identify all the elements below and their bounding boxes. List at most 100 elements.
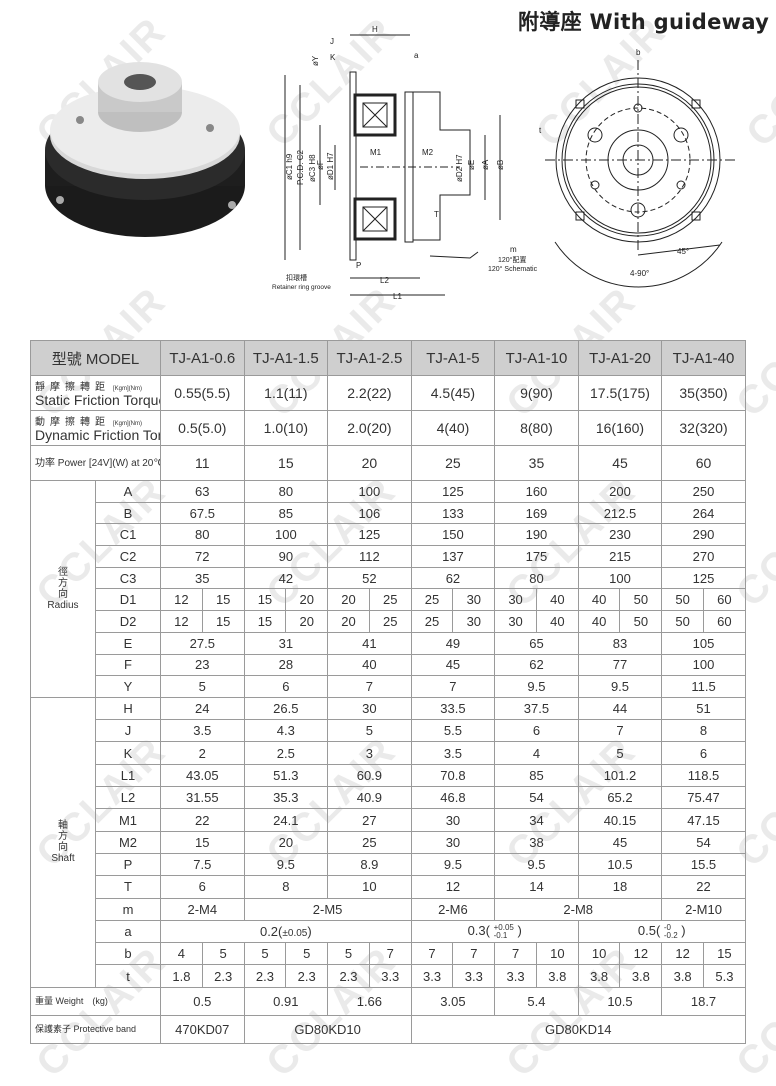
model-header: TJ-A1-0.6 xyxy=(160,340,245,376)
tolerance-upper: -0 xyxy=(663,922,672,932)
torque-value: 17.5(175) xyxy=(577,375,663,411)
dimension-value: 35 xyxy=(160,566,245,590)
torque-value: 32(320) xyxy=(661,410,746,446)
dimension-value: 60 xyxy=(703,610,746,633)
dimension-value: 18 xyxy=(577,875,663,899)
band-value: GD80KD10 xyxy=(243,1014,412,1044)
dimension-label: C1 xyxy=(94,523,162,547)
dimension-row: Y 5 6 7 7 9.5 9.5 11.5 xyxy=(31,675,746,698)
dim-label-m: m xyxy=(510,245,517,254)
dimension-row: b 4 5 5 5 5 7 7 7 7 10 10 12 12 15 xyxy=(31,942,746,966)
dimension-value: 9.5 xyxy=(577,675,663,698)
model-header-label: 型號 MODEL xyxy=(29,340,162,376)
dimension-value: 45 xyxy=(577,830,663,854)
band-label: 保護素子 Protective band xyxy=(29,1014,162,1044)
dimension-value: 31 xyxy=(243,631,329,655)
dimension-value: 30 xyxy=(452,610,496,633)
power-value: 25 xyxy=(410,445,496,481)
dimension-value: 90 xyxy=(243,545,329,568)
dimension-value: 5 xyxy=(327,719,412,743)
dimension-value: 2-M10 xyxy=(661,897,746,921)
dim-label-C1: øC1 h9 xyxy=(285,153,294,180)
dimension-value: 60.9 xyxy=(327,763,412,788)
dimension-value: 106 xyxy=(327,501,412,525)
dimension-value: 3.8 xyxy=(577,964,621,988)
torque-value: 1.0(10) xyxy=(243,410,329,446)
dimension-value: 212.5 xyxy=(577,501,663,525)
schematic-label-cn: 120°配置 xyxy=(498,256,526,264)
dimension-value: 85 xyxy=(243,501,329,525)
dimension-value: 8 xyxy=(661,719,746,743)
dimension-value: 20 xyxy=(285,610,329,633)
front-view-labels: b t 45° 4-90° xyxy=(539,48,689,278)
dimension-value: 105 xyxy=(661,631,746,655)
dimension-value: 7 xyxy=(410,942,454,966)
weight-value: 0.5 xyxy=(160,986,245,1016)
dimension-label: m xyxy=(94,897,162,921)
dim-label-C3: øC3 H8 xyxy=(308,154,317,182)
power-value: 15 xyxy=(243,445,329,481)
dimension-value: 7.5 xyxy=(160,852,245,877)
torque-label-en: Static Friction Torque xyxy=(35,392,161,408)
dimension-row: a 0.2(±0.05) 0.3( +0.05 -0.1 ) 0.5( -0 -0.2 ) xyxy=(31,919,746,944)
nominal-value: 0.5 xyxy=(637,923,656,939)
dimension-value: 101.2 xyxy=(577,763,663,788)
dimension-value: 150 xyxy=(410,523,496,547)
dimension-value: 50 xyxy=(661,610,705,633)
dimension-value: 7 xyxy=(577,719,663,743)
dimension-value: 3.8 xyxy=(535,964,579,988)
torque-label-en: Dynamic Friction Torque xyxy=(35,427,161,443)
dimension-value: 137 xyxy=(410,545,496,568)
dimension-value: 12 xyxy=(160,610,203,633)
dimension-value: 15 xyxy=(201,610,245,633)
dimension-value: 52 xyxy=(327,566,412,590)
dimension-value: 10 xyxy=(327,875,412,899)
dimension-value: 3.3 xyxy=(368,964,412,988)
torque-row: 動摩擦轉距[Kgm](Nm)Dynamic Friction Torque0.5… xyxy=(29,410,746,446)
dimension-value: 4 xyxy=(160,942,203,966)
dimension-value: 38 xyxy=(494,830,579,854)
dimension-label: A xyxy=(94,480,162,503)
dim-label-B: øB xyxy=(496,160,505,170)
dimension-value: 1.8 xyxy=(160,964,203,988)
dimension-value: 3.3 xyxy=(494,964,537,988)
dimension-value: 75.47 xyxy=(661,786,746,810)
weight-value: 18.7 xyxy=(661,986,746,1016)
dimension-value: 9.5 xyxy=(410,852,496,877)
product-photo xyxy=(45,62,245,237)
dimension-row: K 2 2.5 3 3.5 4 5 6 xyxy=(31,741,746,765)
dimension-value: 80 xyxy=(243,480,329,503)
dimension-label: L2 xyxy=(94,786,162,810)
dimension-value: 5.5 xyxy=(410,719,496,743)
dimension-row: P 7.5 9.5 8.9 9.5 9.5 10.5 15.5 xyxy=(31,852,746,877)
dimension-value: 4 xyxy=(494,741,579,765)
dimension-value: 41 xyxy=(327,631,412,655)
dimension-value: 15.5 xyxy=(661,852,746,877)
dimension-value: 100 xyxy=(327,480,412,503)
dimension-value: 40.9 xyxy=(327,786,412,810)
tolerance-value: 0.2(±0.05) xyxy=(160,919,412,944)
dimension-value: 50 xyxy=(619,610,663,633)
dimension-value: 15 xyxy=(243,588,287,612)
dimension-row: J 3.5 4.3 5 5.5 6 7 8 xyxy=(31,719,746,743)
dimension-value: 12 xyxy=(661,942,705,966)
dimension-value: 51 xyxy=(661,696,746,721)
dimension-row: M1 22 24.1 27 30 34 40.15 47.15 xyxy=(31,808,746,832)
dimension-value: 24.1 xyxy=(243,808,329,832)
dimension-value: 3.5 xyxy=(160,719,245,743)
torque-row: 靜摩擦轉距 [Kgm](Nm) Static Friction Torque 0.55… xyxy=(29,375,746,411)
tolerance-lower: -0.1 xyxy=(493,930,508,940)
dimension-value: 30 xyxy=(410,830,496,854)
dimension-value: 45 xyxy=(410,653,496,677)
weight-label: 重量 Weight (kg) xyxy=(29,986,162,1016)
dimension-row: E 27.5 31 41 49 65 83 105 xyxy=(31,631,746,655)
dimension-value: 100 xyxy=(577,566,663,590)
dimension-value: 15 xyxy=(201,588,245,612)
dim-label-M2: M2 xyxy=(422,148,434,157)
dim-label-H: H xyxy=(372,25,378,34)
dimension-value: 3.8 xyxy=(661,964,705,988)
dimension-value: 20 xyxy=(285,588,329,612)
model-header: TJ-A1-2.5 xyxy=(327,340,412,376)
dimension-value: 63 xyxy=(160,480,245,503)
dimension-label: K xyxy=(94,741,162,765)
